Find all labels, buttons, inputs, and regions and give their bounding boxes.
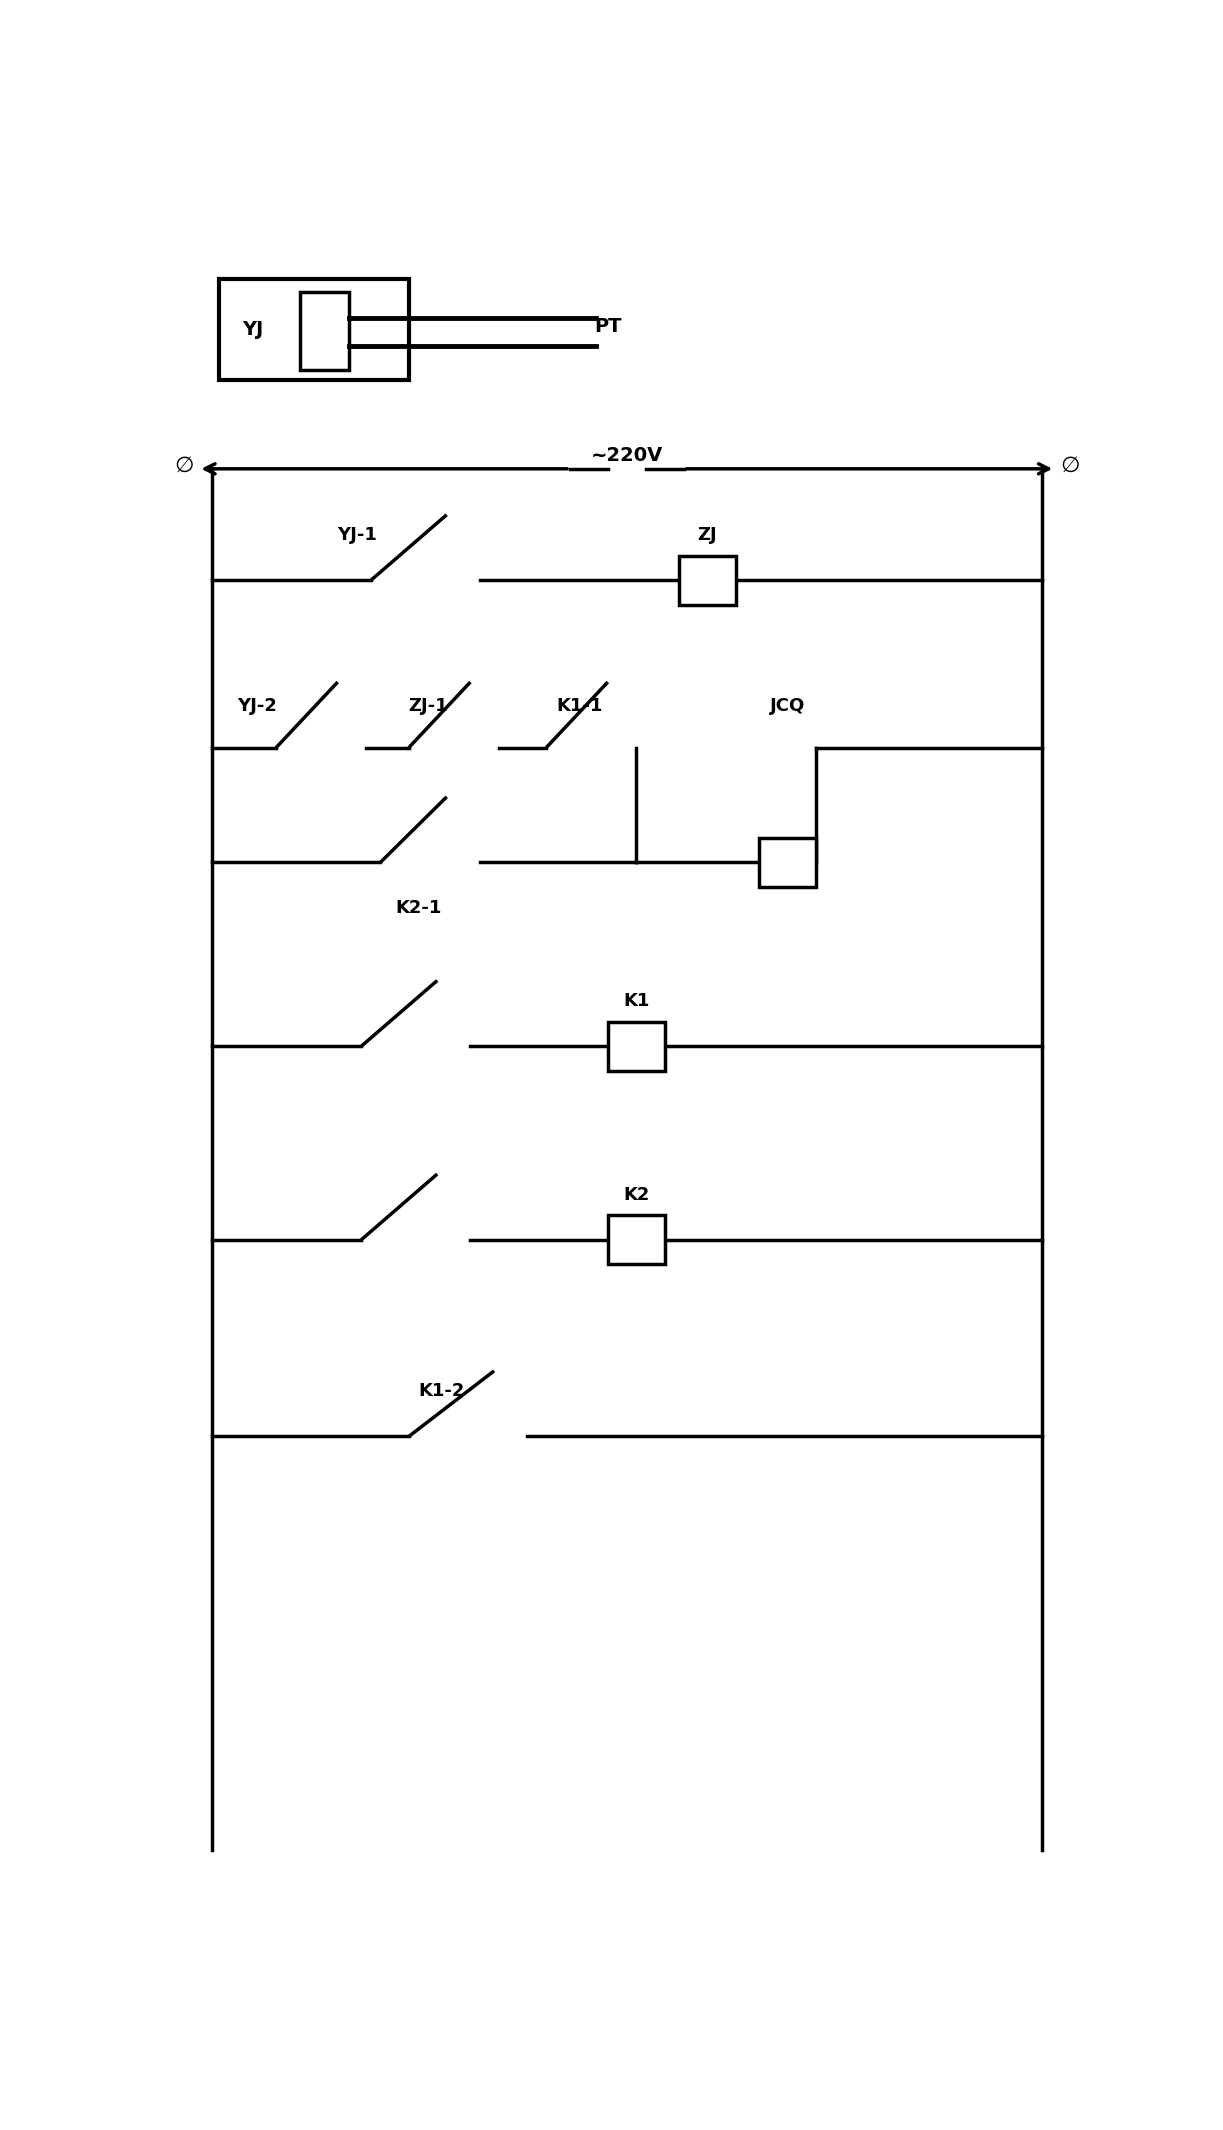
Text: $\emptyset$: $\emptyset$ bbox=[1060, 456, 1080, 475]
Bar bbox=[219, 279, 408, 381]
Text: K2: K2 bbox=[623, 1186, 649, 1203]
Text: YJ-1: YJ-1 bbox=[336, 526, 377, 545]
Text: YJ: YJ bbox=[242, 320, 263, 339]
Text: PT: PT bbox=[594, 317, 621, 337]
Text: K1-2: K1-2 bbox=[418, 1382, 465, 1399]
Text: ZJ: ZJ bbox=[697, 526, 717, 545]
Text: $\emptyset$: $\emptyset$ bbox=[174, 456, 193, 475]
Text: K2-1: K2-1 bbox=[395, 899, 442, 916]
Bar bbox=[608, 1214, 665, 1265]
Text: K1: K1 bbox=[623, 993, 649, 1010]
Bar bbox=[679, 556, 736, 605]
Bar bbox=[608, 1022, 665, 1071]
Text: ZJ-1: ZJ-1 bbox=[408, 697, 448, 716]
Bar bbox=[759, 837, 817, 886]
Text: ~220V: ~220V bbox=[591, 445, 663, 464]
Text: YJ-2: YJ-2 bbox=[237, 697, 278, 716]
Text: K1-1: K1-1 bbox=[556, 697, 603, 716]
Bar bbox=[300, 292, 349, 371]
Text: JCQ: JCQ bbox=[770, 697, 806, 716]
